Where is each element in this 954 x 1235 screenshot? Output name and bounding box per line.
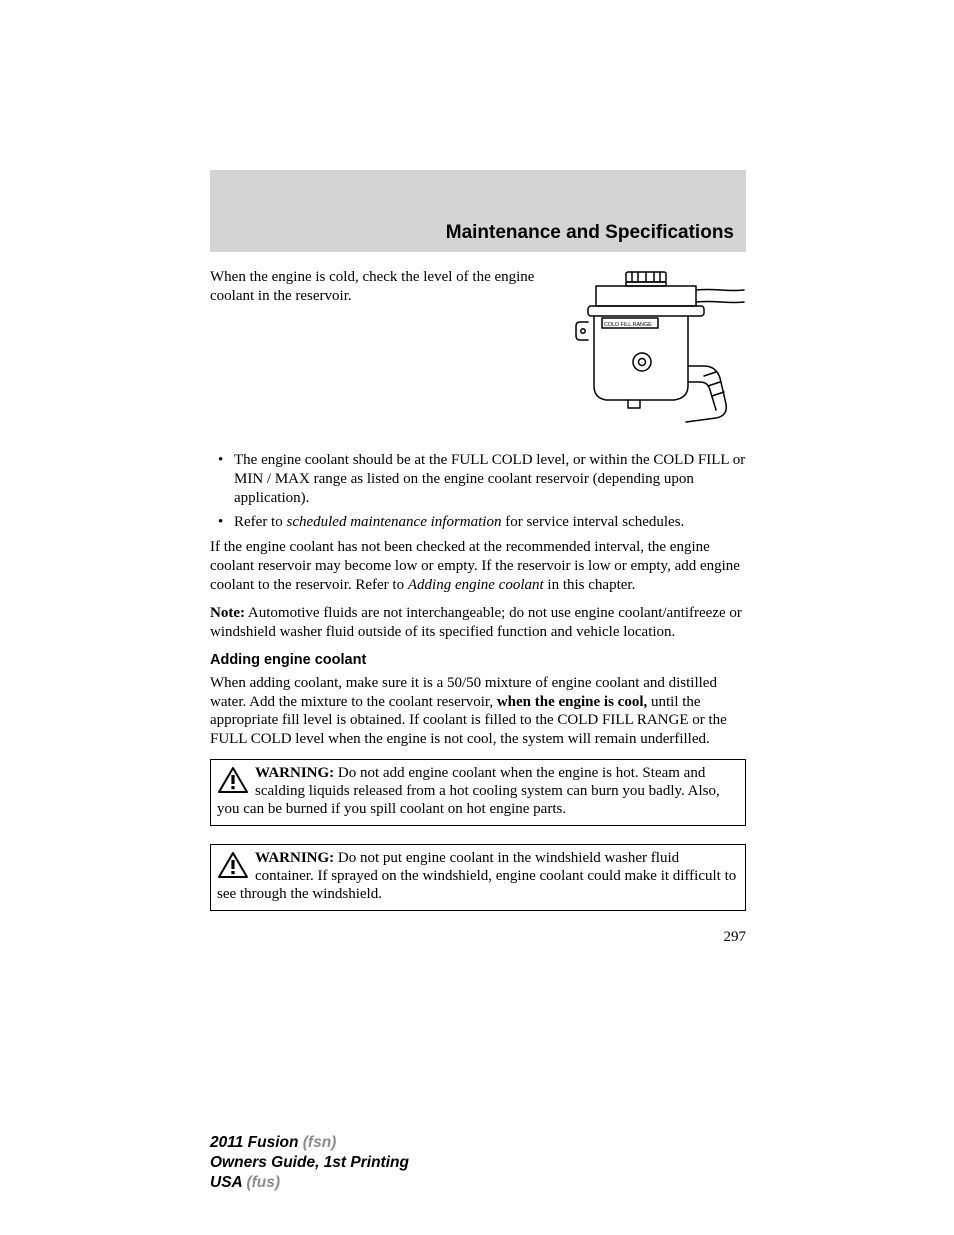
note-label: Note: <box>210 605 245 621</box>
adding-coolant-heading: Adding engine coolant <box>210 652 746 668</box>
section-header-bar: Maintenance and Specifications <box>210 170 746 252</box>
note-paragraph: Note: Automotive fluids are not intercha… <box>210 604 746 642</box>
footer-line-1: 2011 Fusion (fsn) <box>210 1133 409 1153</box>
warning-box: WARNING: Do not add engine coolant when … <box>210 759 746 826</box>
warning-triangle-icon <box>217 766 249 794</box>
warning-box: WARNING: Do not put engine coolant in th… <box>210 844 746 911</box>
warning-label: WARNING: <box>255 765 334 781</box>
bullet-item: Refer to scheduled maintenance informati… <box>234 513 746 532</box>
page-footer: 2011 Fusion (fsn) Owners Guide, 1st Prin… <box>210 1133 409 1193</box>
bullet-list: The engine coolant should be at the FULL… <box>210 451 746 532</box>
bullet-italic: scheduled maintenance information <box>286 514 501 530</box>
warning-label: WARNING: <box>255 850 334 866</box>
bullet-suffix: for service interval schedules. <box>501 514 684 530</box>
para-post: in this chapter. <box>544 577 636 593</box>
intro-paragraph: When the engine is cold, check the level… <box>210 266 556 431</box>
page-content: Maintenance and Specifications When the … <box>210 170 746 946</box>
footer-region: USA <box>210 1174 246 1191</box>
footer-model: 2011 Fusion <box>210 1134 303 1151</box>
footer-code: (fsn) <box>303 1134 337 1151</box>
bullet-prefix: Refer to <box>234 514 286 530</box>
coolant-reservoir-figure: COLD FILL RANGE <box>566 266 746 431</box>
adding-paragraph: When adding coolant, make sure it is a 5… <box>210 674 746 749</box>
reservoir-label: COLD FILL RANGE <box>604 322 652 328</box>
bullet-item: The engine coolant should be at the FULL… <box>234 451 746 507</box>
footer-line-2: Owners Guide, 1st Printing <box>210 1153 409 1173</box>
adding-bold: when the engine is cool, <box>497 694 647 710</box>
note-text: Automotive fluids are not interchangeabl… <box>210 605 742 640</box>
footer-region-code: (fus) <box>246 1174 280 1191</box>
para-italic: Adding engine coolant <box>408 577 544 593</box>
footer-line-3: USA (fus) <box>210 1173 409 1193</box>
intro-row: When the engine is cold, check the level… <box>210 266 746 431</box>
interval-paragraph: If the engine coolant has not been check… <box>210 538 746 594</box>
page-number: 297 <box>210 929 746 946</box>
section-title: Maintenance and Specifications <box>446 222 734 244</box>
warning-triangle-icon <box>217 851 249 879</box>
bullet-text: The engine coolant should be at the FULL… <box>234 452 745 506</box>
